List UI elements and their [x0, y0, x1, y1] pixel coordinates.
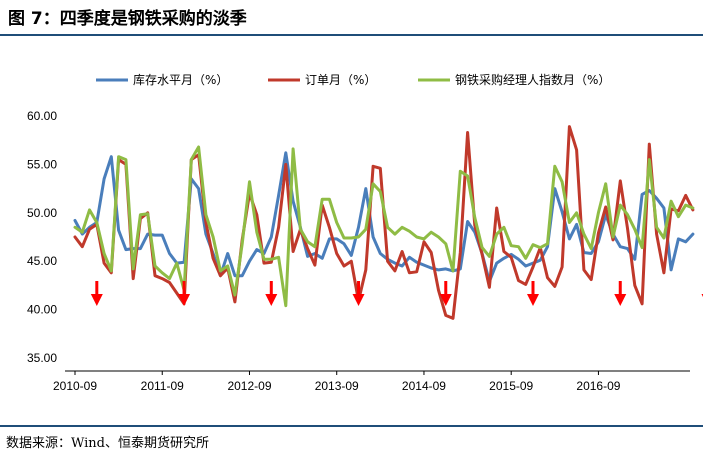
x-tick-label: 2013-09	[315, 379, 359, 393]
title-divider	[0, 34, 703, 36]
x-tick-label: 2012-09	[227, 379, 271, 393]
legend-label: 库存水平月（%）	[133, 72, 228, 87]
low-season-arrow	[178, 281, 191, 306]
low-season-arrow	[265, 281, 278, 306]
legend-label: 钢铁采购经理人指数月（%）	[455, 72, 610, 87]
y-tick-label: 60.00	[27, 109, 57, 123]
chart-legend: 库存水平月（%） 订单月（%） 钢铁采购经理人指数月（%）	[96, 72, 610, 87]
figure-title: 图 7：四季度是钢铁采购的淡季	[8, 9, 247, 29]
x-tick-label: 2011-09	[141, 379, 184, 393]
x-tick-label: 2016-09	[576, 379, 620, 393]
y-tick-label: 45.00	[27, 254, 57, 268]
y-tick-label: 55.00	[27, 157, 57, 171]
legend-item: 订单月（%）	[268, 73, 376, 87]
x-tick-label: 2015-09	[489, 379, 533, 393]
footer-divider	[0, 425, 703, 427]
series-line-1	[73, 125, 695, 320]
legend-item: 库存水平月（%）	[96, 72, 228, 87]
low-season-arrow	[439, 281, 452, 306]
x-tick-label: 2014-09	[402, 379, 446, 393]
legend-item: 钢铁采购经理人指数月（%）	[418, 72, 610, 87]
y-tick-label: 50.00	[27, 206, 57, 220]
series-layer	[73, 125, 695, 320]
data-source-note: 数据来源：Wind、恒泰期货研究所	[6, 436, 209, 451]
x-axis: 2010-09 2011-09 2012-09 2013-09 2014-09 2015-…	[53, 370, 690, 393]
legend-label: 订单月（%）	[305, 73, 376, 87]
y-tick-label: 35.00	[27, 351, 57, 365]
x-tick-label: 2010-09	[53, 379, 97, 393]
low-season-markers	[90, 281, 703, 306]
series-line-2	[73, 145, 695, 308]
low-season-arrow	[352, 281, 365, 306]
low-season-arrow	[614, 281, 627, 306]
y-tick-label: 40.00	[27, 303, 57, 317]
y-axis: 35.00 40.00 45.00 50.00 55.00 60.00	[27, 109, 57, 365]
low-season-arrow	[527, 281, 540, 306]
low-season-arrow	[90, 281, 103, 306]
